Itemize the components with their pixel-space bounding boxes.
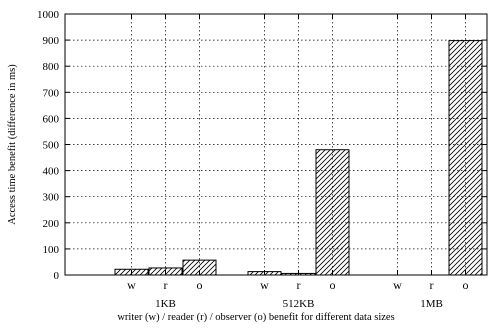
x-tick-label: o xyxy=(463,278,469,292)
y-tick-label: 900 xyxy=(43,35,60,47)
x-tick-label: r xyxy=(297,278,301,292)
grid xyxy=(65,14,487,275)
y-tick-label: 200 xyxy=(43,218,60,230)
group-label: 1KB xyxy=(155,298,176,310)
bar-1MB-o xyxy=(448,40,483,276)
y-tick-label: 600 xyxy=(43,113,60,125)
bar-512KB-o xyxy=(315,149,350,276)
x-tick-label: r xyxy=(430,278,434,292)
x-tick-label: r xyxy=(164,278,168,292)
x-axis-title: writer (w) / reader (r) / observer (o) b… xyxy=(117,312,394,323)
x-tick-label: o xyxy=(330,278,336,292)
bars xyxy=(114,40,483,276)
y-tick-label: 1000 xyxy=(37,9,60,21)
y-axis-title: Access time benefit (difference in ms) xyxy=(7,64,18,225)
x-tick-label: w xyxy=(260,278,269,292)
y-tick-label: 700 xyxy=(43,87,60,99)
y-tick-label: 800 xyxy=(43,61,60,73)
x-axis-labels: w r o 1KB w r o 512KB w r o 1MB xyxy=(127,278,468,310)
y-tick-label: 0 xyxy=(54,270,60,282)
group-label: 512KB xyxy=(283,298,315,310)
y-tick-label: 400 xyxy=(43,166,60,178)
y-tick-label: 100 xyxy=(43,244,60,256)
y-tick-label: 500 xyxy=(43,140,60,152)
plot-frame xyxy=(64,13,488,276)
x-tick-label: w xyxy=(393,278,402,292)
x-tick-label: o xyxy=(197,278,203,292)
group-label: 1MB xyxy=(420,298,443,310)
y-tick-label: 300 xyxy=(43,192,60,204)
x-tick-label: w xyxy=(127,278,136,292)
y-axis-ticks: 0 100 200 300 400 500 600 700 800 900 1000 xyxy=(37,9,487,282)
